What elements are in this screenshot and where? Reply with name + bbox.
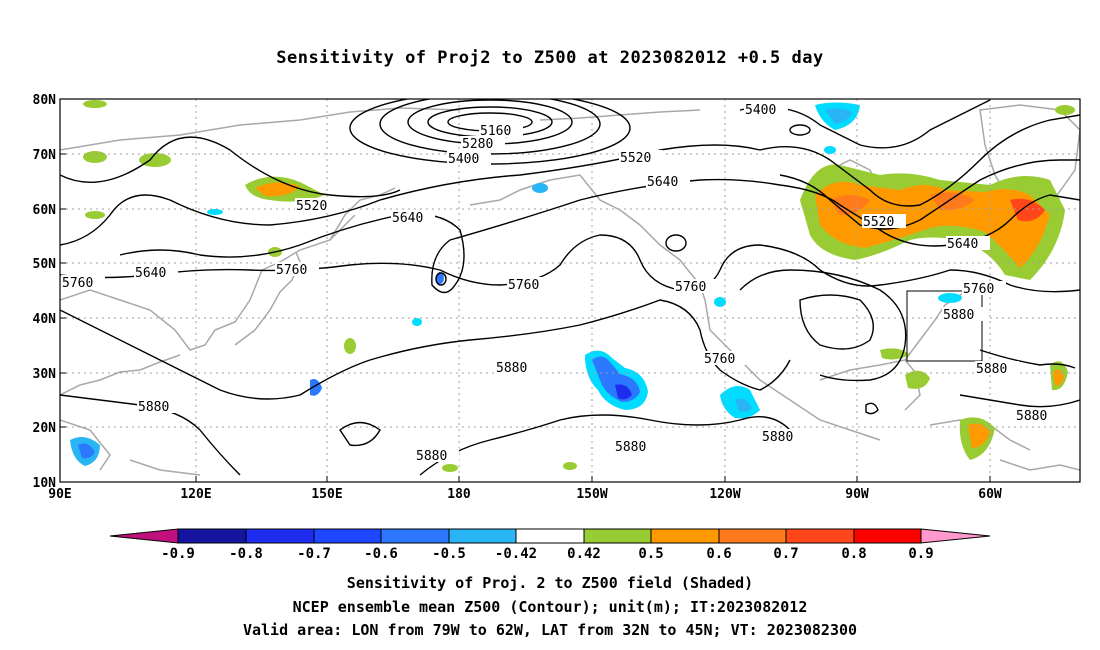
lon-label: 90E bbox=[48, 487, 71, 502]
contour-label: 5880 bbox=[615, 440, 646, 455]
contour-label: 5880 bbox=[943, 308, 974, 323]
caption-line-1: Sensitivity of Proj. 2 to Z500 field (Sh… bbox=[346, 574, 754, 592]
lat-label: 80N bbox=[33, 93, 57, 108]
caption-line-2: NCEP ensemble mean Z500 (Contour); unit(… bbox=[292, 598, 808, 616]
contour-label: 5760 bbox=[963, 282, 994, 297]
colorbar bbox=[109, 528, 991, 544]
map-border bbox=[59, 98, 1081, 483]
contour-label: 5640 bbox=[947, 237, 978, 252]
contour-label: 5400 bbox=[448, 152, 479, 167]
chart-title: Sensitivity of Proj2 to Z500 at 20230820… bbox=[276, 48, 824, 68]
contour-label: 5760 bbox=[704, 352, 735, 367]
z500-contours bbox=[60, 99, 1080, 476]
colorbar-label: -0.42 bbox=[495, 546, 537, 562]
contour-labels: 5160 5280 5400 5400 5520 5520 5520 5640 … bbox=[61, 102, 1059, 464]
colorbar-label: 0.42 bbox=[567, 546, 601, 562]
lon-label: 60W bbox=[978, 487, 1002, 502]
contour-label: 5520 bbox=[296, 199, 327, 214]
contour-label: 5160 bbox=[480, 124, 511, 139]
colorbar-label: 0.8 bbox=[841, 546, 866, 562]
contour-label: 5880 bbox=[976, 362, 1007, 377]
caption-line-3: Valid area: LON from 79W to 62W, LAT fro… bbox=[242, 621, 858, 639]
contour-label: 5520 bbox=[620, 151, 651, 166]
colorbar-label: 0.5 bbox=[638, 546, 663, 562]
contour-label: 5760 bbox=[62, 276, 93, 291]
contour-label: 5400 bbox=[745, 103, 776, 118]
lat-label: 70N bbox=[33, 148, 57, 163]
colorbar-label: 0.7 bbox=[773, 546, 798, 562]
lon-label: 150E bbox=[311, 487, 342, 502]
lat-label: 20N bbox=[33, 421, 57, 436]
contour-label: 5880 bbox=[138, 400, 169, 415]
colorbar-label: -0.9 bbox=[161, 546, 195, 562]
contour-label: 5640 bbox=[647, 175, 678, 190]
longitude-labels: 90E 120E 150E 180 150W 120W 90W 60W bbox=[48, 487, 1002, 502]
contour-label: 5760 bbox=[276, 263, 307, 278]
colorbar-label: -0.5 bbox=[432, 546, 466, 562]
lat-label: 60N bbox=[33, 203, 57, 218]
valid-area-box bbox=[906, 290, 983, 362]
colorbar-label: -0.8 bbox=[229, 546, 263, 562]
contour-label: 5880 bbox=[416, 449, 447, 464]
lat-label: 10N bbox=[33, 476, 57, 491]
lon-label: 120E bbox=[180, 487, 211, 502]
lat-label: 30N bbox=[33, 367, 57, 382]
lon-label: 120W bbox=[709, 487, 740, 502]
colorbar-label: 0.9 bbox=[908, 546, 933, 562]
colorbar-label: 0.6 bbox=[706, 546, 731, 562]
contour-label: 5520 bbox=[863, 215, 894, 230]
gridlines bbox=[60, 99, 1080, 482]
colorbar-label: -0.7 bbox=[297, 546, 331, 562]
lon-label: 150W bbox=[576, 487, 607, 502]
contour-label: 5760 bbox=[675, 280, 706, 295]
contour-label: 5760 bbox=[508, 278, 539, 293]
contour-label: 5880 bbox=[1016, 409, 1047, 424]
colorbar-label: -0.6 bbox=[364, 546, 398, 562]
colorbar-labels: -0.9 -0.8 -0.7 -0.6 -0.5 -0.42 0.42 0.5 … bbox=[161, 546, 934, 562]
contour-label: 5280 bbox=[462, 137, 493, 152]
tick-marks bbox=[60, 98, 991, 483]
lat-label: 40N bbox=[33, 312, 57, 327]
lon-label: 180 bbox=[447, 487, 471, 502]
contour-label: 5880 bbox=[762, 430, 793, 445]
latitude-labels: 80N 70N 60N 50N 40N 30N 20N 10N bbox=[33, 93, 57, 491]
contour-label: 5880 bbox=[496, 361, 527, 376]
contour-label: 5640 bbox=[135, 266, 166, 281]
lat-label: 50N bbox=[33, 257, 57, 272]
contour-label: 5640 bbox=[392, 211, 423, 226]
lon-label: 90W bbox=[845, 487, 869, 502]
